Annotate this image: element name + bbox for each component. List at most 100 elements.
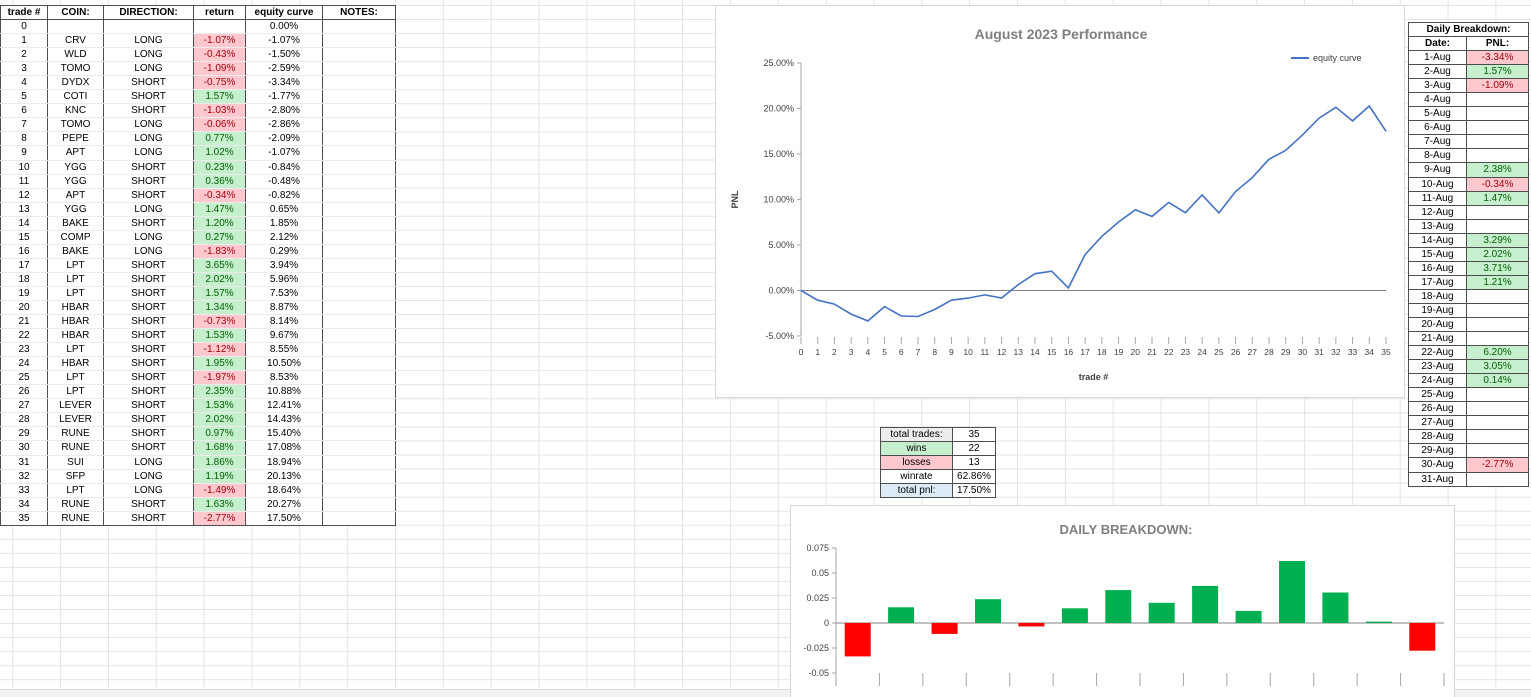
coin-cell[interactable]: HBAR — [47, 300, 104, 316]
direction-cell[interactable]: SHORT — [103, 314, 194, 330]
direction-cell[interactable]: LONG — [103, 469, 194, 484]
daily-pnl-cell[interactable]: -1.09% — [1466, 78, 1529, 94]
direction-cell[interactable]: LONG — [103, 117, 194, 133]
notes-cell[interactable] — [322, 286, 396, 301]
date-cell[interactable]: 9-Aug — [1408, 162, 1467, 178]
coin-cell[interactable]: YGG — [47, 202, 104, 217]
trade-num-cell[interactable]: 9 — [0, 145, 48, 161]
stat-label-cell[interactable]: total pnl: — [880, 483, 953, 499]
stat-label-cell[interactable]: winrate — [880, 469, 953, 485]
return-cell[interactable]: 1.68% — [193, 440, 246, 456]
trade-num-cell[interactable]: 30 — [0, 440, 48, 456]
direction-cell[interactable]: SHORT — [103, 75, 194, 91]
daily-pnl-cell[interactable]: 1.21% — [1466, 274, 1529, 290]
return-cell[interactable]: -0.34% — [193, 188, 246, 203]
equity-cell[interactable]: -2.59% — [245, 61, 323, 77]
trade-num-cell[interactable]: 2 — [0, 47, 48, 63]
stat-value-cell[interactable]: 22 — [952, 441, 996, 457]
trade-num-cell[interactable]: 5 — [0, 89, 48, 105]
notes-cell[interactable] — [322, 469, 396, 484]
daily-pnl-cell[interactable] — [1466, 218, 1529, 234]
trade-num-cell[interactable]: 22 — [0, 328, 48, 344]
equity-cell[interactable]: -1.50% — [245, 47, 323, 63]
coin-cell[interactable]: LPT — [47, 258, 104, 273]
equity-cell[interactable]: 14.43% — [245, 412, 323, 428]
return-cell[interactable]: -0.43% — [193, 47, 246, 63]
equity-cell[interactable]: -2.86% — [245, 117, 323, 133]
daily-pnl-header[interactable]: PNL: — [1466, 36, 1529, 52]
return-cell[interactable]: -1.49% — [193, 483, 246, 498]
notes-cell[interactable] — [322, 61, 396, 77]
date-cell[interactable]: 25-Aug — [1408, 387, 1467, 403]
equity-cell[interactable]: 9.67% — [245, 328, 323, 344]
return-cell[interactable]: -2.77% — [193, 511, 246, 526]
notes-cell[interactable] — [322, 75, 396, 91]
coin-cell[interactable]: HBAR — [47, 328, 104, 344]
trade-num-cell[interactable]: 24 — [0, 356, 48, 372]
daily-pnl-cell[interactable] — [1466, 401, 1529, 417]
direction-cell[interactable]: SHORT — [103, 286, 194, 301]
return-cell[interactable]: 1.57% — [193, 286, 246, 301]
equity-cell[interactable]: 8.87% — [245, 300, 323, 316]
date-cell[interactable]: 6-Aug — [1408, 120, 1467, 136]
equity-cell[interactable]: 17.50% — [245, 511, 323, 526]
equity-cell[interactable]: 2.12% — [245, 230, 323, 245]
equity-cell[interactable]: 12.41% — [245, 398, 323, 414]
coin-cell[interactable]: COTI — [47, 89, 104, 105]
date-cell[interactable]: 26-Aug — [1408, 401, 1467, 417]
header-trade-num[interactable]: trade # — [0, 4, 48, 21]
return-cell[interactable] — [193, 19, 246, 35]
date-cell[interactable]: 14-Aug — [1408, 232, 1467, 248]
equity-cell[interactable]: -1.07% — [245, 33, 323, 49]
date-cell[interactable]: 15-Aug — [1408, 246, 1467, 262]
trade-num-cell[interactable]: 19 — [0, 286, 48, 301]
trade-num-cell[interactable]: 10 — [0, 160, 48, 175]
equity-cell[interactable]: 7.53% — [245, 286, 323, 301]
direction-cell[interactable]: LONG — [103, 244, 194, 259]
trade-num-cell[interactable]: 8 — [0, 131, 48, 147]
notes-cell[interactable] — [322, 497, 396, 512]
direction-cell[interactable]: SHORT — [103, 511, 194, 526]
direction-cell[interactable]: LONG — [103, 483, 194, 498]
return-cell[interactable]: -1.03% — [193, 103, 246, 119]
trade-num-cell[interactable]: 32 — [0, 469, 48, 484]
daily-pnl-cell[interactable]: 3.05% — [1466, 359, 1529, 375]
return-cell[interactable]: -1.07% — [193, 33, 246, 49]
stat-value-cell[interactable]: 13 — [952, 455, 996, 471]
date-cell[interactable]: 8-Aug — [1408, 148, 1467, 164]
return-cell[interactable]: -0.73% — [193, 314, 246, 330]
trade-num-cell[interactable]: 12 — [0, 188, 48, 203]
direction-cell[interactable]: LONG — [103, 47, 194, 63]
return-cell[interactable]: -0.75% — [193, 75, 246, 91]
date-cell[interactable]: 24-Aug — [1408, 373, 1467, 389]
coin-cell[interactable]: BAKE — [47, 244, 104, 259]
trade-num-cell[interactable]: 16 — [0, 244, 48, 259]
trade-num-cell[interactable]: 21 — [0, 314, 48, 330]
equity-cell[interactable]: 10.50% — [245, 356, 323, 372]
equity-cell[interactable]: -0.48% — [245, 174, 323, 189]
trade-num-cell[interactable]: 23 — [0, 342, 48, 358]
notes-cell[interactable] — [322, 47, 396, 63]
stat-label-cell[interactable]: total trades: — [880, 426, 953, 443]
trade-num-cell[interactable]: 29 — [0, 426, 48, 442]
daily-pnl-cell[interactable] — [1466, 331, 1529, 347]
coin-cell[interactable]: SFP — [47, 469, 104, 484]
return-cell[interactable]: -1.12% — [193, 342, 246, 358]
equity-cell[interactable]: 0.65% — [245, 202, 323, 217]
coin-cell[interactable]: LPT — [47, 370, 104, 386]
notes-cell[interactable] — [322, 426, 396, 442]
equity-cell[interactable]: 20.27% — [245, 497, 323, 512]
daily-pnl-cell[interactable] — [1466, 316, 1529, 333]
date-cell[interactable]: 4-Aug — [1408, 92, 1467, 108]
return-cell[interactable]: 2.35% — [193, 384, 246, 400]
return-cell[interactable]: 0.27% — [193, 230, 246, 245]
coin-cell[interactable]: WLD — [47, 47, 104, 63]
equity-cell[interactable]: 17.08% — [245, 440, 323, 456]
trade-num-cell[interactable]: 6 — [0, 103, 48, 119]
equity-cell[interactable]: -0.82% — [245, 188, 323, 203]
equity-cell[interactable]: -2.09% — [245, 131, 323, 147]
return-cell[interactable]: 0.36% — [193, 174, 246, 189]
trade-num-cell[interactable]: 28 — [0, 412, 48, 428]
direction-cell[interactable]: SHORT — [103, 103, 194, 119]
header-equity-curve[interactable]: equity curve — [245, 4, 323, 21]
